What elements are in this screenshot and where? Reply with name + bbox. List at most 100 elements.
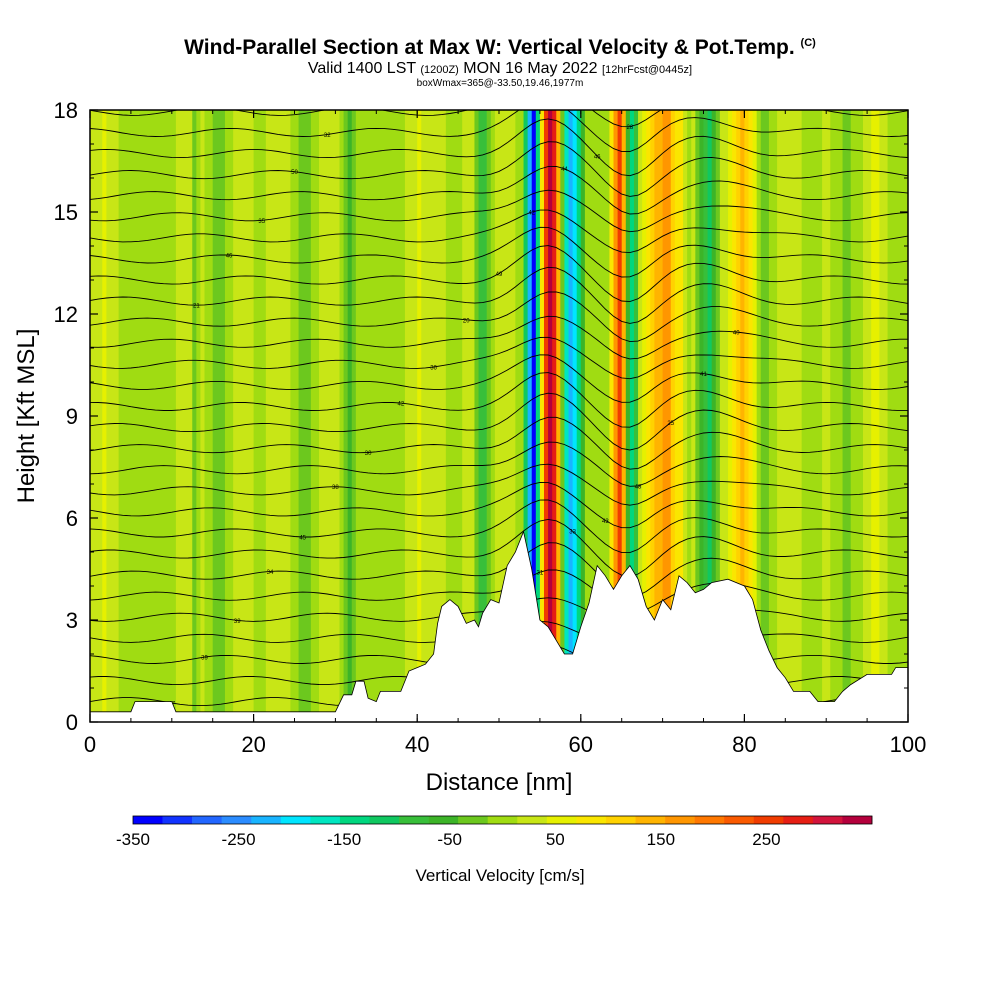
isentrope-line <box>90 569 908 613</box>
colorbar-swatch <box>251 816 282 824</box>
velocity-cell <box>470 110 476 722</box>
velocity-cell <box>368 110 373 722</box>
velocity-cell <box>768 110 774 722</box>
velocity-cell <box>335 110 341 722</box>
colorbar-swatch <box>635 816 666 824</box>
velocity-cell <box>597 110 602 722</box>
velocity-cell <box>126 110 132 722</box>
velocity-cell <box>290 110 296 722</box>
isentrope-label: 48 <box>635 484 642 490</box>
velocity-cell <box>355 110 361 722</box>
colorbar-swatch <box>783 816 814 824</box>
velocity-cell <box>245 110 251 722</box>
colorbar-swatch <box>399 816 429 824</box>
isentrope-label: 25 <box>667 421 674 427</box>
isentrope-label: 43 <box>602 519 609 525</box>
velocity-cell <box>891 110 897 722</box>
velocity-cell <box>887 110 893 722</box>
velocity-cell <box>380 110 386 722</box>
velocity-cell <box>764 110 770 722</box>
velocity-cell <box>830 110 835 722</box>
velocity-cell <box>531 110 537 722</box>
velocity-cell <box>388 110 394 722</box>
isentrope-line <box>90 392 908 451</box>
colorbar-swatch <box>133 816 163 824</box>
velocity-cell <box>785 110 790 722</box>
isentrope-line <box>90 463 908 506</box>
velocity-cell <box>879 110 885 722</box>
velocity-cell <box>188 110 193 722</box>
colorbar-swatch <box>605 816 636 824</box>
velocity-cell <box>707 110 713 722</box>
velocity-cell <box>274 110 279 722</box>
isentrope-line <box>90 166 908 215</box>
velocity-cell <box>364 110 369 722</box>
colorbar-swatch <box>576 816 607 824</box>
velocity-cell <box>695 110 701 722</box>
velocity-cell <box>224 110 230 722</box>
isentrope-label: 41 <box>700 372 707 378</box>
isentrope-label: 46 <box>594 154 601 160</box>
velocity-cell <box>110 110 116 722</box>
velocity-cell <box>670 110 676 722</box>
velocity-cell <box>147 110 152 722</box>
colorbar-swatch <box>812 816 843 824</box>
velocity-cell <box>474 110 480 722</box>
velocity-cell <box>854 110 860 722</box>
velocity-cell <box>703 110 709 722</box>
velocity-cell <box>212 110 218 722</box>
isentrope-line <box>90 416 908 470</box>
velocity-cell <box>629 110 635 722</box>
velocity-cell <box>813 110 819 722</box>
colorbar-tick-label: -50 <box>437 830 462 849</box>
velocity-cell <box>548 110 553 722</box>
velocity-cell <box>850 110 856 722</box>
velocity-cell <box>593 110 598 722</box>
velocity-cell <box>343 110 349 722</box>
velocity-cell <box>139 110 144 722</box>
velocity-cell <box>740 110 745 722</box>
velocity-cell <box>278 110 283 722</box>
velocity-cell <box>801 110 807 722</box>
velocity-cell <box>687 110 692 722</box>
y-tick-label: 18 <box>54 98 78 123</box>
velocity-cell <box>437 110 443 722</box>
velocity-cell <box>719 110 725 722</box>
velocity-cell <box>425 110 431 722</box>
velocity-cell <box>793 110 799 722</box>
velocity-cell <box>421 110 426 722</box>
velocity-cell <box>580 110 586 722</box>
terrain-profile <box>90 530 908 722</box>
velocity-cell <box>822 110 827 722</box>
velocity-cell <box>552 110 557 722</box>
isentrope-line <box>90 315 908 360</box>
velocity-cell <box>838 110 844 722</box>
y-tick-label: 15 <box>54 200 78 225</box>
velocity-cell <box>449 110 455 722</box>
colorbar-frame <box>132 815 873 825</box>
velocity-cell <box>396 110 402 722</box>
velocity-cell <box>143 110 148 722</box>
velocity-cell <box>556 110 561 722</box>
velocity-cell <box>310 110 316 722</box>
velocity-cell <box>208 110 214 722</box>
colorbar: -350 -250 -150 -50 50 150 250 <box>116 815 873 849</box>
velocity-cell <box>756 110 762 722</box>
velocity-field <box>90 110 908 722</box>
velocity-cell <box>863 110 868 722</box>
isentrope-line <box>90 141 908 197</box>
isentrope-label: 30 <box>365 451 372 457</box>
colorbar-swatch <box>369 816 400 824</box>
velocity-cell <box>621 110 627 722</box>
isentrope-label: 49 <box>496 272 503 278</box>
isentrope-label: 34 <box>267 570 274 576</box>
isentrope-label: 33 <box>569 530 576 536</box>
velocity-cell <box>220 110 226 722</box>
velocity-cell <box>384 110 390 722</box>
isentrope-line <box>90 226 908 278</box>
colorbar-tick-label: 50 <box>546 830 565 849</box>
velocity-cell <box>499 110 504 722</box>
velocity-cell <box>560 110 566 722</box>
colorbar-swatch <box>753 816 784 824</box>
